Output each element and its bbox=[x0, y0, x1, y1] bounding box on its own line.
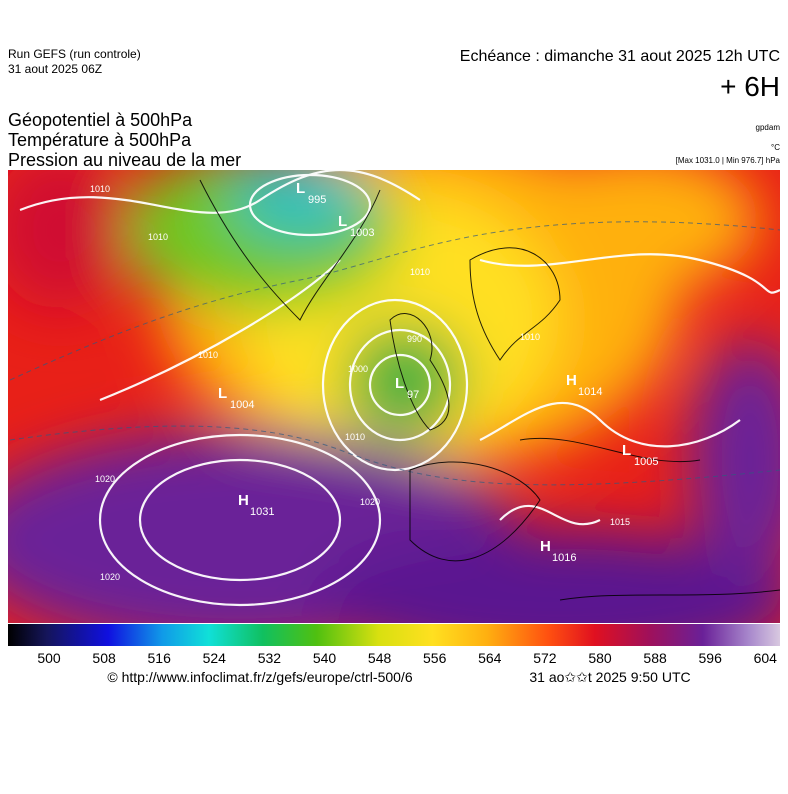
colorbar-label: 572 bbox=[533, 650, 557, 666]
generated: 31 ao✩✩t 2025 9:50 UTC bbox=[529, 669, 690, 685]
isobar-label: 990 bbox=[407, 334, 422, 344]
colorbar-label: 500 bbox=[37, 650, 61, 666]
unit: °C bbox=[771, 143, 780, 152]
center-kind: H bbox=[238, 492, 249, 509]
isobar-label: 1010 bbox=[198, 350, 218, 360]
colorbar-label: 564 bbox=[478, 650, 502, 666]
colorbar-label: 588 bbox=[643, 650, 667, 666]
isobar-label: 1010 bbox=[410, 267, 430, 277]
colorbar-label: 548 bbox=[368, 650, 392, 666]
colorbar-label: 604 bbox=[754, 650, 778, 666]
center-value: 1031 bbox=[250, 506, 274, 518]
colorbar-label: 524 bbox=[203, 650, 227, 666]
unit: gpdam bbox=[756, 123, 781, 132]
unit: [Max 1031.0 | Min 976.7] hPa bbox=[676, 156, 781, 165]
isobar-label: 1015 bbox=[610, 517, 630, 527]
center-value: 1016 bbox=[552, 552, 576, 564]
colorbar bbox=[8, 624, 780, 646]
source: © http://www.infoclimat.fr/z/gefs/europe… bbox=[107, 669, 412, 685]
colorbar-labels: 500 508 516 524 532 540 548 556 564 572 580 588 596 6… bbox=[37, 650, 777, 666]
isobar-label: 1000 bbox=[348, 364, 368, 374]
center-value: 1004 bbox=[230, 399, 254, 411]
center-value: 995 bbox=[308, 194, 326, 206]
colorbar-label: 532 bbox=[258, 650, 282, 666]
center-kind: L bbox=[338, 213, 347, 230]
map-labels: L995L1003L1004L97H1031H1016H1014L1005101… bbox=[90, 180, 658, 582]
center-value: 1003 bbox=[350, 227, 374, 239]
coastlines bbox=[199, 179, 780, 601]
center-kind: L bbox=[395, 375, 404, 392]
run: Run GEFS (run controle) bbox=[8, 47, 141, 61]
isobar-label: 1020 bbox=[360, 497, 380, 507]
colorbar-label: 540 bbox=[313, 650, 337, 666]
legend-line: Géopotentiel à 500hPa bbox=[8, 110, 193, 130]
center-value: 1005 bbox=[634, 456, 658, 468]
legend-line: Température à 500hPa bbox=[8, 130, 192, 150]
isobar-label: 1020 bbox=[100, 572, 120, 582]
isobar-label: 1010 bbox=[520, 332, 540, 342]
center-kind: L bbox=[296, 180, 305, 197]
colorbar-label: 580 bbox=[588, 650, 612, 666]
colorbar-label: 508 bbox=[92, 650, 116, 666]
colorbar-label: 556 bbox=[423, 650, 447, 666]
map bbox=[8, 170, 780, 623]
colorbar-label: 516 bbox=[148, 650, 172, 666]
step: + 6H bbox=[720, 71, 780, 102]
isobar-label: 1020 bbox=[95, 474, 115, 484]
run-date: 31 aout 2025 06Z bbox=[8, 62, 102, 76]
center-value: 1014 bbox=[578, 386, 602, 398]
colorbar-label: 596 bbox=[699, 650, 723, 666]
center-kind: L bbox=[218, 385, 227, 402]
legend-line: Pression au niveau de la mer bbox=[8, 150, 241, 170]
isobar-label: 1010 bbox=[90, 184, 110, 194]
center-kind: H bbox=[540, 538, 551, 555]
isobar-label: 1010 bbox=[345, 432, 365, 442]
isobars bbox=[19, 170, 780, 607]
isobar-label: 1010 bbox=[148, 232, 168, 242]
center-value: 97 bbox=[407, 389, 419, 401]
center-kind: L bbox=[622, 442, 631, 459]
center-kind: H bbox=[566, 372, 577, 389]
forecast: Echéance : dimanche 31 aout 2025 12h UTC bbox=[460, 48, 780, 65]
